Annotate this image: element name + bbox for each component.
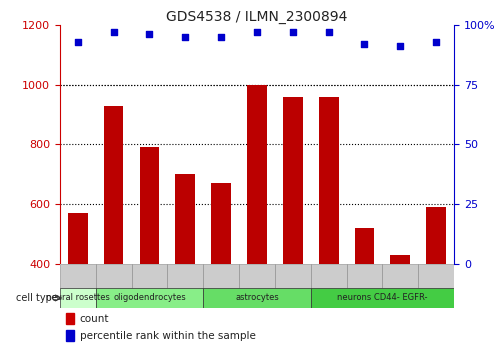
Bar — [211, 183, 231, 264]
Point — [432, 39, 440, 44]
Text: neurons CD44- EGFR-: neurons CD44- EGFR- — [337, 293, 428, 302]
Text: astrocytes: astrocytes — [235, 293, 279, 302]
Title: GDS4538 / ILMN_2300894: GDS4538 / ILMN_2300894 — [166, 10, 348, 24]
Bar — [60, 264, 96, 288]
Point — [74, 39, 82, 44]
Bar — [247, 85, 267, 264]
Bar — [66, 313, 74, 324]
Bar — [355, 228, 374, 264]
Point — [181, 34, 189, 40]
Bar — [68, 213, 88, 264]
Bar — [167, 264, 203, 288]
Bar — [132, 264, 167, 288]
Bar — [239, 264, 275, 288]
Bar — [66, 330, 74, 341]
Point — [360, 41, 368, 47]
Bar — [96, 264, 132, 288]
Bar — [176, 175, 195, 264]
Bar — [426, 207, 446, 264]
Point — [253, 29, 261, 35]
Point — [396, 44, 404, 49]
Text: cell type: cell type — [16, 293, 58, 303]
Text: neural rosettes: neural rosettes — [46, 293, 110, 302]
Bar — [283, 97, 303, 264]
Point — [289, 29, 297, 35]
Bar — [382, 264, 418, 288]
Bar — [311, 264, 347, 288]
Bar — [104, 105, 123, 264]
Text: percentile rank within the sample: percentile rank within the sample — [79, 331, 255, 341]
Bar — [60, 288, 96, 308]
Bar — [203, 264, 239, 288]
Bar — [319, 97, 338, 264]
Point — [146, 32, 154, 37]
Bar — [96, 288, 203, 308]
Bar — [418, 264, 454, 288]
Point — [110, 29, 118, 35]
Bar — [347, 264, 382, 288]
Text: oligodendrocytes: oligodendrocytes — [113, 293, 186, 302]
Bar — [140, 148, 159, 264]
Point — [217, 34, 225, 40]
Bar — [311, 288, 454, 308]
Bar — [275, 264, 311, 288]
Point — [325, 29, 333, 35]
Bar — [391, 255, 410, 264]
Bar — [203, 288, 311, 308]
Text: count: count — [79, 314, 109, 324]
